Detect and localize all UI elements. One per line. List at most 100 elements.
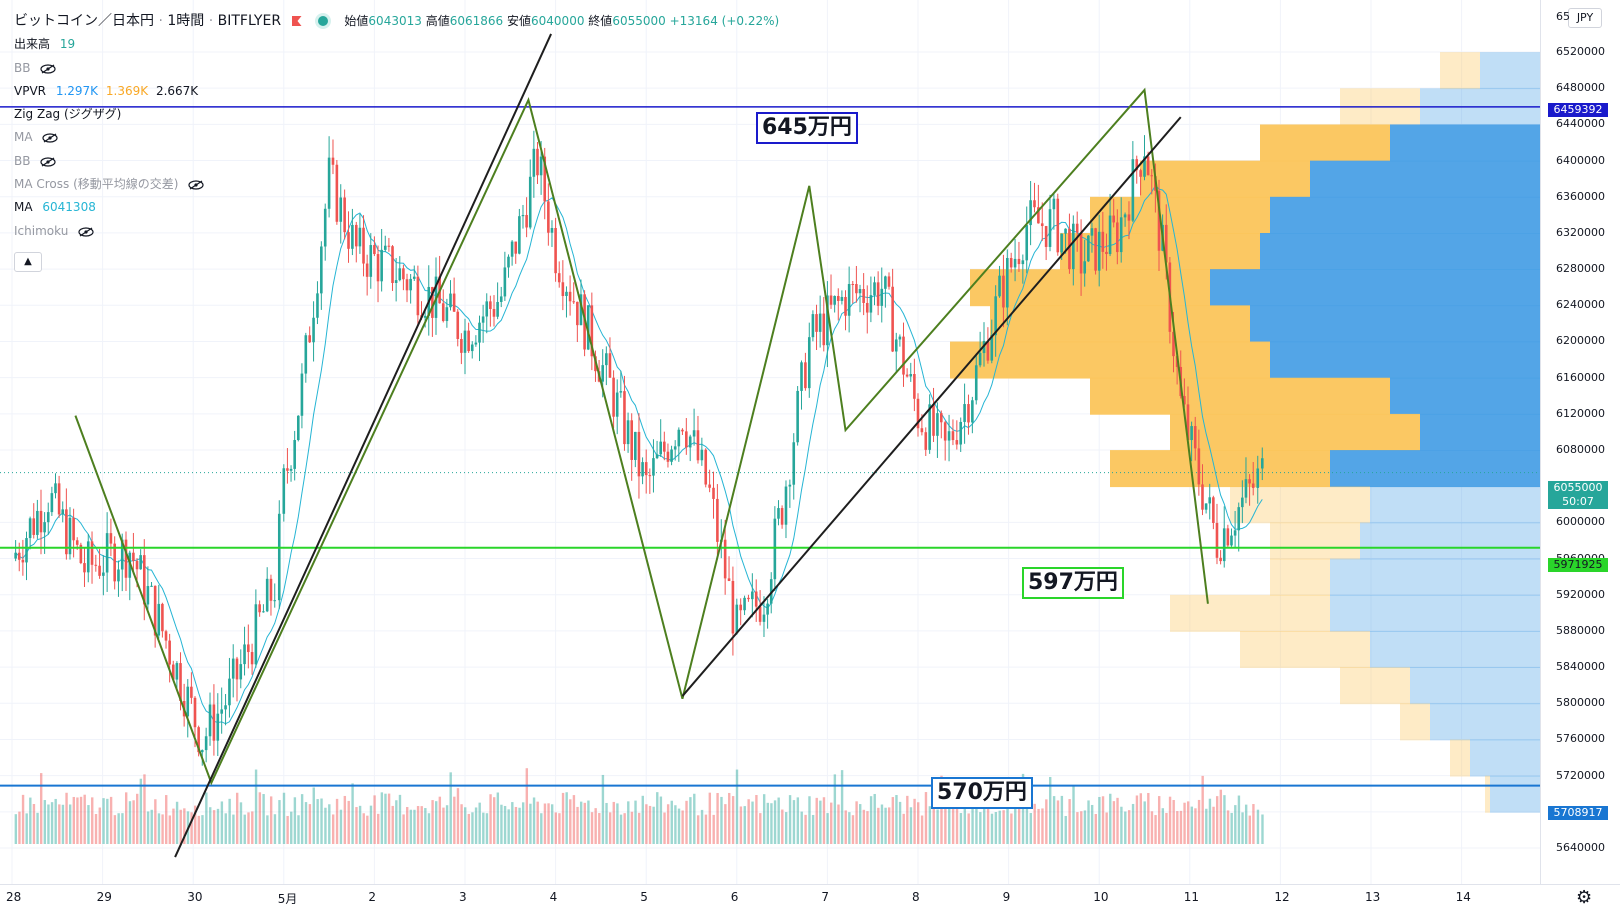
candle-body <box>514 241 518 254</box>
volume-bar <box>416 806 420 844</box>
volume-profile-bar <box>1330 450 1540 488</box>
candle-body <box>61 509 65 515</box>
volume-bar <box>891 797 895 844</box>
candle-body <box>405 279 409 291</box>
volume-bar <box>518 807 521 844</box>
candle-body <box>862 289 865 303</box>
price-axis-label: 5800000 <box>1556 696 1605 710</box>
volume-bar <box>898 801 902 844</box>
candle-body <box>619 391 623 393</box>
candle-body <box>1087 235 1090 262</box>
volume-bar <box>402 814 405 844</box>
volume-bar <box>445 805 449 844</box>
volume-bar <box>29 797 32 844</box>
annotation-645[interactable]: 645万円 <box>756 112 858 144</box>
candle-body <box>939 413 943 423</box>
candle-body <box>1172 331 1175 357</box>
candle-body <box>347 232 350 249</box>
legend-bb-1[interactable]: BB <box>14 60 56 76</box>
candle-body <box>601 365 605 382</box>
legend-ma-2[interactable]: MA 6041308 <box>14 200 96 214</box>
candle-body <box>851 284 855 286</box>
legend-volume[interactable]: 出来高 19 <box>14 37 76 51</box>
legend-ma-cross[interactable]: MA Cross (移動平均線の交差) <box>14 176 204 192</box>
candle-body <box>316 293 319 318</box>
volume-profile-bar <box>1485 775 1490 813</box>
candle-body <box>161 603 164 632</box>
candle-body <box>258 604 261 613</box>
volume-bar <box>503 805 507 844</box>
volume-profile-bar <box>1210 269 1540 307</box>
volume-bar <box>209 807 212 844</box>
candle-body <box>1251 483 1255 488</box>
legend-bb-2[interactable]: BB <box>14 153 56 169</box>
candle-body <box>754 591 758 607</box>
candle-body <box>623 391 626 445</box>
hidden-eye-icon[interactable] <box>40 63 56 74</box>
zigzag-line <box>74 87 1209 786</box>
symbol-name[interactable]: ビットコイン／日本円 <box>14 13 154 29</box>
time-axis-label: 13 <box>1365 890 1381 904</box>
interval-label[interactable]: 1時間 <box>167 13 205 29</box>
candle-body <box>72 517 75 541</box>
candle-body <box>445 307 449 322</box>
candle-body <box>28 518 32 539</box>
candle-body <box>496 301 499 317</box>
annotation-570[interactable]: 570万円 <box>931 777 1033 809</box>
volume-bar <box>398 794 402 844</box>
candle-body <box>998 275 1001 297</box>
volume-bar <box>197 815 201 844</box>
time-axis-label: 12 <box>1274 890 1290 904</box>
candle-body <box>751 591 754 600</box>
candle-body <box>1164 224 1168 263</box>
volume-profile-bar <box>1240 631 1370 668</box>
volume-bar <box>438 796 442 844</box>
candle-body <box>391 246 394 283</box>
volume-bar <box>819 800 822 844</box>
candle-body <box>692 430 696 437</box>
candle-body <box>499 296 503 302</box>
candle-body <box>463 330 467 353</box>
volume-bar <box>983 793 986 844</box>
moving-average-line <box>15 184 1263 725</box>
hidden-eye-icon[interactable] <box>40 156 56 167</box>
candle-body <box>978 353 982 366</box>
volume-bar <box>1010 813 1013 844</box>
hidden-eye-icon[interactable] <box>78 226 94 237</box>
flag-icon[interactable] <box>291 16 302 26</box>
currency-button[interactable]: JPY <box>1568 8 1602 28</box>
price-axis-label: 5880000 <box>1556 623 1605 637</box>
volume-bar <box>464 807 467 844</box>
volume-bar <box>485 813 489 844</box>
legend-vpvr[interactable]: VPVR 1.297K 1.369K 2.667K <box>14 84 199 98</box>
legend-zigzag[interactable]: Zig Zag (ジグザグ) <box>14 107 122 121</box>
candle-body <box>971 400 974 423</box>
volume-bar <box>815 797 818 844</box>
volume-bar <box>183 808 186 844</box>
gear-icon[interactable]: ⚙ <box>1576 887 1593 908</box>
volume-bar <box>380 792 384 844</box>
hidden-eye-icon[interactable] <box>42 132 58 143</box>
volume-bar <box>1261 814 1264 844</box>
annotation-597[interactable]: 597万円 <box>1022 567 1124 599</box>
candle-body <box>1056 198 1060 253</box>
symbol-header[interactable]: ビットコイン／日本円 · 1時間 · BITFLYER 始値6043013 高値… <box>14 13 780 29</box>
candle-body <box>576 301 579 326</box>
price-axis[interactable] <box>1540 0 1620 896</box>
candle-body <box>124 539 128 578</box>
volume-bar <box>478 802 481 844</box>
price-axis-label: 5760000 <box>1556 732 1605 746</box>
volume-bar <box>1194 808 1197 844</box>
candle-body <box>132 552 135 561</box>
legend-ma-1[interactable]: MA <box>14 129 58 145</box>
volume-bar <box>837 804 840 844</box>
time-axis[interactable] <box>0 884 1620 914</box>
legend-ichimoku[interactable]: Ichimoku <box>14 223 94 239</box>
collapse-legend-button[interactable]: ▲ <box>14 252 42 272</box>
volume-bar <box>623 813 626 844</box>
candle-body <box>224 705 227 710</box>
volume-bar <box>648 805 652 844</box>
candle-body <box>951 431 955 441</box>
hidden-eye-icon[interactable] <box>188 179 204 190</box>
